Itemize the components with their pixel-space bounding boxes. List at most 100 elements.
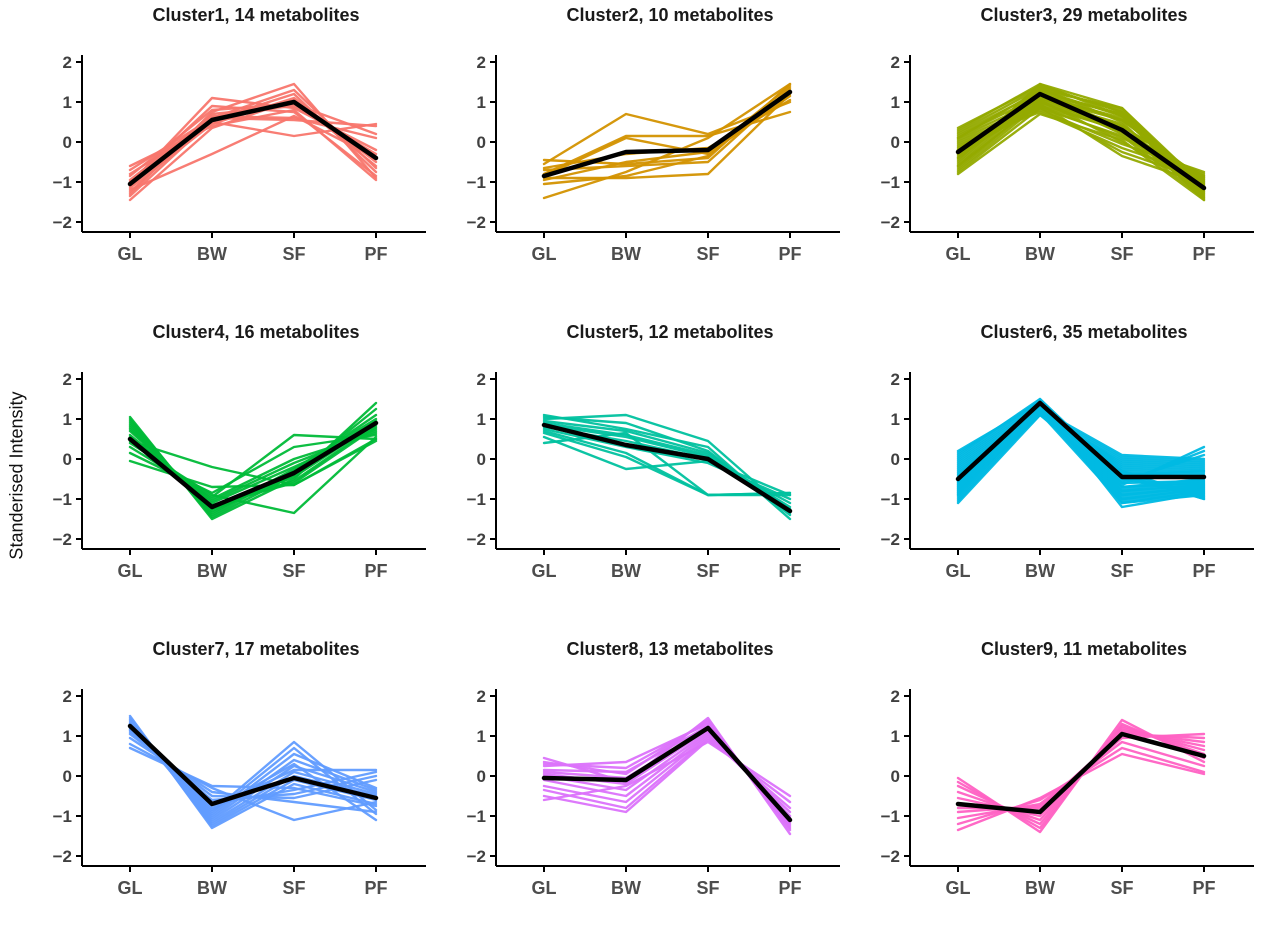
x-category-label: GL <box>946 561 971 581</box>
y-tick-label: −1 <box>53 173 72 192</box>
x-category-label: PF <box>778 878 801 898</box>
x-category-label: BW <box>611 244 641 264</box>
y-tick-label: 2 <box>477 53 486 72</box>
y-tick-label: −1 <box>467 490 486 509</box>
y-tick-label: −1 <box>467 173 486 192</box>
x-category-label: SF <box>1110 244 1133 264</box>
metabolite-line <box>128 108 378 182</box>
x-category-label: PF <box>364 878 387 898</box>
y-tick-label: 0 <box>891 767 900 786</box>
mean-line <box>127 420 379 510</box>
panel-title: Cluster5, 12 metabolites <box>566 322 774 342</box>
y-axis-title: Standerised Intensity <box>6 391 27 560</box>
x-category-label: BW <box>197 878 227 898</box>
y-tick-label: 2 <box>891 687 900 706</box>
mean-line <box>541 422 793 514</box>
x-category-label: BW <box>611 878 641 898</box>
panel-title: Cluster4, 16 metabolites <box>152 322 360 342</box>
mean-line <box>541 725 793 823</box>
y-tick-label: 0 <box>891 450 900 469</box>
x-category-label: GL <box>532 561 557 581</box>
cluster6-plot: 2 1 0 −1 −2 GL BW SF PF <box>881 370 1254 581</box>
panel-grid: Cluster1, 14 metabolites 2 1 0 −1 −2 GL BW SF PF… <box>26 0 1268 952</box>
y-tick-label: 0 <box>63 767 72 786</box>
metabolite-line <box>128 88 378 194</box>
x-category-label: SF <box>696 561 719 581</box>
cluster3-panel: Cluster3, 29 metabolites 2 1 0 −1 −2 GL BW SF PF <box>854 0 1268 317</box>
x-category-label: GL <box>118 244 143 264</box>
y-tick-label: −1 <box>881 490 900 509</box>
cluster1-plot: 2 1 0 −1 −2 GL BW SF PF <box>53 53 426 264</box>
y-tick-label: 1 <box>63 727 72 746</box>
x-category-label: BW <box>197 244 227 264</box>
cluster6-panel: Cluster6, 35 metabolites 2 1 0 −1 −2 GL BW SF PF <box>854 317 1268 634</box>
y-tick-label: 1 <box>891 410 900 429</box>
x-category-label: PF <box>1192 561 1215 581</box>
cluster9-panel: Cluster9, 11 metabolites 2 1 0 −1 −2 GL BW SF PF <box>854 634 1268 951</box>
cluster9-plot: 2 1 0 −1 −2 GL BW SF PF <box>881 687 1254 898</box>
y-tick-label: −2 <box>53 213 72 232</box>
y-tick-label: 0 <box>477 450 486 469</box>
y-tick-label: −1 <box>881 807 900 826</box>
y-tick-label: −2 <box>53 530 72 549</box>
y-tick-label: 1 <box>891 727 900 746</box>
x-category-label: SF <box>696 244 719 264</box>
x-category-label: PF <box>1192 878 1215 898</box>
metabolite-line <box>956 407 1206 467</box>
y-tick-label: 1 <box>63 93 72 112</box>
metabolite-line <box>542 100 792 166</box>
panel-title: Cluster7, 17 metabolites <box>152 639 360 659</box>
y-tick-label: 2 <box>891 53 900 72</box>
y-tick-label: 2 <box>63 370 72 389</box>
x-category-label: GL <box>946 244 971 264</box>
y-tick-label: −1 <box>53 490 72 509</box>
y-tick-label: −2 <box>53 847 72 866</box>
cluster2-panel: Cluster2, 10 metabolites 2 1 0 −1 −2 GL BW SF PF <box>440 0 854 317</box>
y-tick-label: −2 <box>467 213 486 232</box>
x-category-label: GL <box>532 878 557 898</box>
panel-title: Cluster1, 14 metabolites <box>152 5 360 25</box>
metabolite-line <box>956 98 1206 190</box>
y-tick-label: 0 <box>63 450 72 469</box>
panel-title: Cluster3, 29 metabolites <box>980 5 1188 25</box>
metabolite-line <box>956 409 1206 503</box>
x-category-label: BW <box>611 561 641 581</box>
y-tick-label: −1 <box>467 807 486 826</box>
y-tick-label: 0 <box>477 767 486 786</box>
y-tick-label: −2 <box>467 847 486 866</box>
metabolite-line <box>542 740 792 802</box>
x-category-label: SF <box>282 561 305 581</box>
cluster8-panel: Cluster8, 13 metabolites 2 1 0 −1 −2 GL BW SF PF <box>440 634 854 951</box>
x-category-label: SF <box>282 244 305 264</box>
x-category-label: PF <box>1192 244 1215 264</box>
x-category-label: SF <box>1110 561 1133 581</box>
x-category-label: BW <box>197 561 227 581</box>
y-tick-label: 1 <box>477 727 486 746</box>
cluster4-panel: Cluster4, 16 metabolites 2 1 0 −1 −2 GL BW SF PF <box>26 317 440 634</box>
cluster5-plot: 2 1 0 −1 −2 GL BW SF PF <box>467 370 840 581</box>
panel-title: Cluster6, 35 metabolites <box>980 322 1188 342</box>
mean-line <box>955 400 1207 482</box>
metabolite-line <box>542 92 792 180</box>
y-tick-label: 0 <box>891 133 900 152</box>
y-tick-label: −2 <box>881 213 900 232</box>
panel-title: Cluster2, 10 metabolites <box>566 5 774 25</box>
x-category-label: GL <box>118 878 143 898</box>
x-category-label: BW <box>1025 878 1055 898</box>
cluster3-plot: 2 1 0 −1 −2 GL BW SF PF <box>881 53 1254 264</box>
metabolite-line <box>956 401 1206 495</box>
mean-line <box>127 99 379 187</box>
metabolite-line <box>956 405 1206 499</box>
metabolite-line <box>956 407 1206 501</box>
y-tick-label: 2 <box>477 687 486 706</box>
y-tick-label: 2 <box>891 370 900 389</box>
mean-line <box>955 91 1207 191</box>
panel-title: Cluster9, 11 metabolites <box>980 639 1188 659</box>
x-category-label: SF <box>696 878 719 898</box>
y-tick-label: 2 <box>63 687 72 706</box>
cluster4-plot: 2 1 0 −1 −2 GL BW SF PF <box>53 370 426 581</box>
mean-line <box>955 731 1207 815</box>
y-tick-label: 1 <box>891 93 900 112</box>
cluster7-panel: Cluster7, 17 metabolites 2 1 0 −1 −2 GL BW SF PF <box>26 634 440 951</box>
